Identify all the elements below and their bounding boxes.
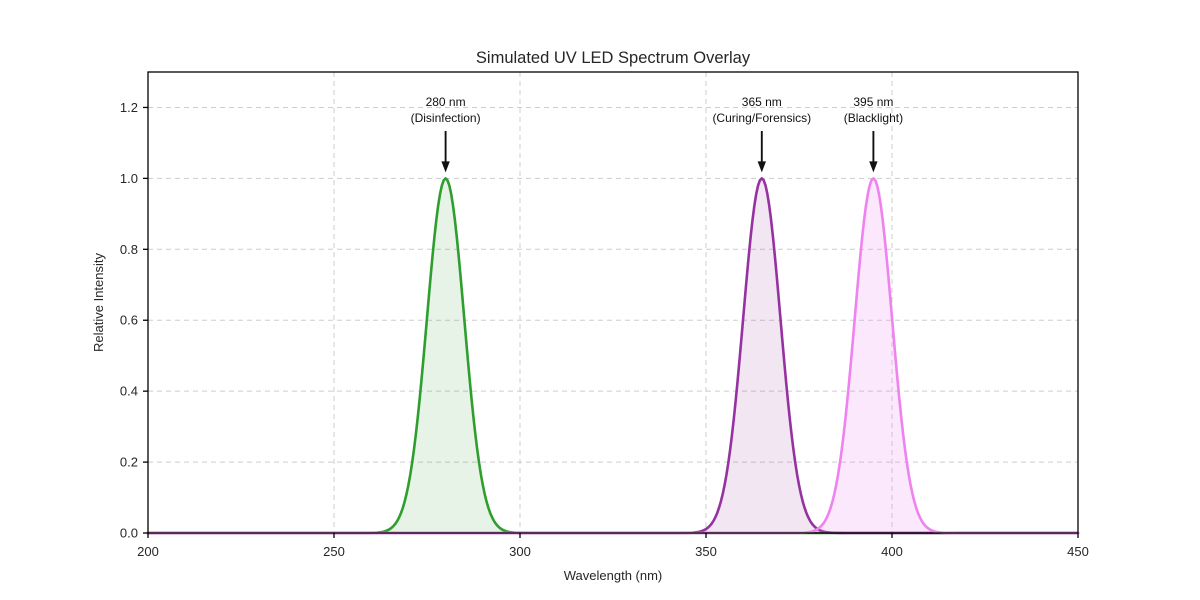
x-tick-label: 300 (509, 544, 531, 559)
y-tick-label: 0.8 (120, 242, 138, 257)
y-tick-label: 0.2 (120, 455, 138, 470)
annotation-365nm: 365 nm (Curing/Forensics) (712, 95, 811, 173)
annotation-line1: 365 nm (742, 95, 782, 109)
y-tick-label: 0.4 (120, 384, 138, 399)
annotation-395nm: 395 nm (Blacklight) (844, 95, 903, 173)
axes-frame (147, 71, 1079, 534)
gridlines (148, 72, 1078, 533)
y-tick-label: 0.0 (120, 526, 138, 541)
annotation-arrowhead (757, 161, 766, 173)
annotation-line2: (Curing/Forensics) (712, 111, 811, 125)
x-tick-label: 350 (695, 544, 717, 559)
x-tick-label: 250 (323, 544, 345, 559)
y-tick-label: 1.0 (120, 171, 138, 186)
annotation-line2: (Disinfection) (411, 111, 481, 125)
x-tick-label: 400 (881, 544, 903, 559)
tick-labels: 200 250 300 350 400 450 0.0 0.2 0.4 0.6 0.8 1.0 1.2 (120, 100, 1089, 559)
series-fill-395nm (148, 178, 1078, 533)
x-tick-label: 200 (137, 544, 159, 559)
x-tick-label: 450 (1067, 544, 1089, 559)
annotation-line1: 395 nm (853, 95, 893, 109)
tick-marks (143, 106, 1079, 538)
plot-area (148, 72, 1078, 533)
y-tick-label: 0.6 (120, 313, 138, 328)
y-tick-label: 1.2 (120, 100, 138, 115)
annotation-arrowhead (869, 161, 878, 173)
annotation-280nm: 280 nm (Disinfection) (411, 95, 481, 173)
chart-title: Simulated UV LED Spectrum Overlay (476, 49, 751, 67)
annotation-line1: 280 nm (426, 95, 466, 109)
y-axis-label: Relative Intensity (91, 253, 106, 352)
annotation-arrowhead (441, 161, 450, 173)
annotation-line2: (Blacklight) (844, 111, 903, 125)
x-axis-label: Wavelength (nm) (564, 568, 663, 583)
